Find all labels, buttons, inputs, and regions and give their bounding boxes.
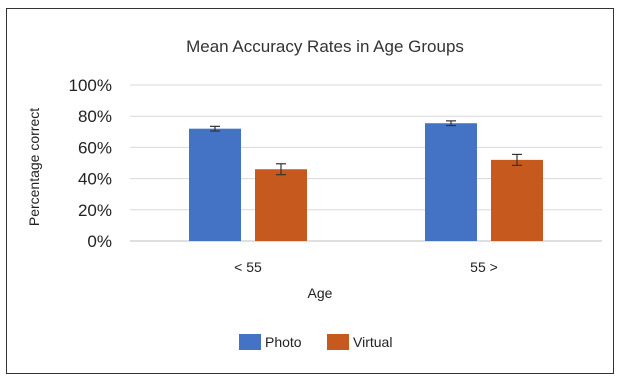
y-tick-label: 0% [87, 232, 112, 251]
y-tick-label: 80% [78, 107, 112, 126]
bar-photo [425, 123, 477, 241]
y-tick-label: 100% [69, 76, 112, 95]
x-category-label: < 55 [234, 259, 262, 275]
error-bar [446, 120, 456, 127]
chart-title: Mean Accuracy Rates in Age Groups [186, 37, 464, 56]
legend-swatch-photo [239, 334, 261, 350]
bar-virtual [491, 159, 543, 241]
x-axis-title: Age [308, 285, 333, 301]
legend: Photo Virtual [239, 334, 392, 350]
legend-label-virtual: Virtual [353, 334, 392, 350]
bar-chart: Mean Accuracy Rates in Age Groups Percen… [26, 37, 602, 350]
chart-frame: Mean Accuracy Rates in Age Groups Percen… [6, 8, 614, 374]
error-bar [276, 163, 286, 176]
bars [189, 123, 543, 241]
y-axis-title: Percentage correct [26, 108, 42, 226]
error-bar [512, 153, 522, 166]
y-tick-label: 60% [78, 138, 112, 157]
legend-label-photo: Photo [265, 334, 302, 350]
bar-virtual [255, 169, 307, 241]
legend-swatch-virtual [327, 334, 349, 350]
category-labels: < 55 55 > [234, 259, 498, 275]
y-tick-labels: 0% 20% 40% 60% 80% 100% [69, 76, 112, 251]
y-tick-label: 40% [78, 170, 112, 189]
bar-photo [189, 128, 241, 241]
x-category-label: 55 > [470, 259, 498, 275]
error-bar [210, 125, 220, 132]
error-bars [210, 120, 522, 176]
y-tick-label: 20% [78, 201, 112, 220]
